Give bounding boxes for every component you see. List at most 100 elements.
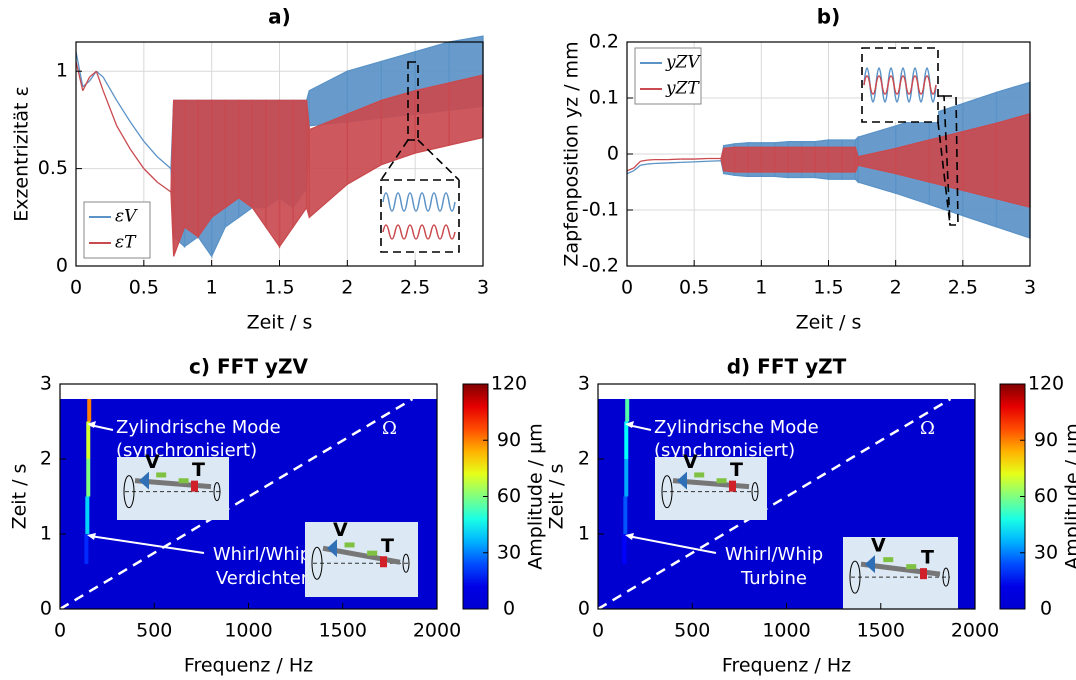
band-segment	[640, 163, 648, 166]
band-segment	[143, 168, 158, 183]
ridge-cell	[84, 534, 89, 564]
ridge-cell	[86, 421, 91, 459]
colorbar-tick-label: 90	[1034, 429, 1058, 451]
x-tick-label: 2	[341, 277, 353, 299]
zoom-connector	[380, 139, 460, 181]
inset-box	[861, 47, 939, 123]
band-segment	[774, 146, 789, 173]
x-tick-label: 3	[477, 277, 489, 299]
icon-compressor	[677, 471, 687, 490]
band-segment	[238, 99, 254, 209]
annotation: Whirl/Whip	[725, 544, 823, 565]
x-tick-label: 1	[206, 277, 218, 299]
rotor-icon: VT	[305, 519, 418, 597]
band-segment	[760, 146, 776, 173]
band-segment	[346, 99, 382, 186]
y-tick-label: 2	[40, 448, 52, 470]
band-segment	[183, 99, 199, 239]
legend-label: εV	[115, 207, 138, 227]
band-segment	[827, 146, 843, 173]
x-tick-label: 0.5	[679, 277, 709, 299]
band-segment	[633, 160, 641, 169]
icon-label-v: V	[145, 451, 160, 473]
colorbar-tick-label: 0	[503, 598, 515, 620]
band-segment	[211, 99, 226, 219]
omega-line	[59, 397, 414, 611]
icon-bearing	[661, 475, 673, 509]
colorbar-tick-label: 90	[497, 429, 521, 451]
icon-green	[178, 478, 189, 484]
chart-title: b)	[817, 5, 840, 29]
y-tick-label: 0.2	[589, 31, 619, 53]
icon-compressor	[865, 555, 875, 574]
y-tick-label: 0.5	[38, 157, 68, 179]
y-tick-label: 0	[56, 255, 68, 277]
band-segment	[173, 99, 186, 257]
icon-green	[367, 550, 378, 556]
y-tick-label: 0	[607, 143, 619, 165]
arrow-head	[625, 533, 634, 540]
zoom-box	[943, 95, 959, 226]
icon-green	[344, 542, 355, 548]
x-tick-label: 2000	[951, 620, 999, 642]
x-tick-label: 2000	[413, 620, 461, 642]
ridge-cell	[87, 399, 92, 422]
y-tick-label: -0.1	[582, 199, 619, 221]
icon-bearing	[849, 560, 861, 594]
band-segment	[653, 162, 668, 165]
x-tick-label: 1500	[857, 620, 905, 642]
x-tick-label: 0	[592, 620, 604, 642]
omega-label: Ω	[382, 418, 397, 439]
rotor-icon: VT	[843, 535, 958, 610]
colorbar-label: Amplitude / µm	[1062, 423, 1076, 569]
y-tick-label: 1	[40, 523, 52, 545]
x-tick-label: 1.5	[264, 277, 294, 299]
band-segment	[640, 159, 648, 162]
ridge-cell	[624, 459, 629, 497]
x-tick-label: 2.5	[400, 277, 430, 299]
icon-label-t: T	[730, 459, 743, 481]
band-segment	[680, 161, 695, 164]
y-axis-label: Zapfenposition yz / mm	[561, 41, 583, 266]
icon-box	[305, 522, 418, 597]
annotation: Whirl/Whip	[213, 544, 311, 565]
icon-green	[716, 478, 727, 484]
arrow	[89, 535, 205, 554]
band-segment	[116, 100, 131, 123]
colorbar-tick-label: 120	[1028, 373, 1064, 395]
arrow	[627, 535, 717, 554]
band-segment	[116, 125, 131, 150]
icon-turbine	[920, 568, 927, 580]
arrow-head	[87, 533, 96, 540]
icon-turbine	[191, 480, 198, 492]
band-segment	[962, 122, 998, 200]
icon-bearing	[942, 567, 950, 587]
x-tick-label: 1	[755, 277, 767, 299]
x-axis-label: Zeit / s	[247, 312, 313, 334]
band-segment	[633, 164, 641, 172]
icon-turbine	[380, 556, 387, 568]
band-segment	[265, 99, 281, 249]
omega-line	[597, 397, 952, 611]
inset-bg	[381, 180, 459, 252]
band-segment	[224, 99, 240, 209]
band-segment	[723, 146, 736, 173]
arrow-head	[87, 421, 96, 428]
icon-green	[156, 472, 167, 478]
y-tick-label: 0.1	[589, 87, 619, 109]
band-segment	[157, 181, 172, 193]
icon-bearing	[213, 482, 221, 502]
ridge-cell	[86, 459, 91, 497]
icon-label-t: T	[381, 535, 394, 557]
chart-title: c) FFT yZV	[189, 355, 308, 379]
icon-bearing	[123, 475, 135, 509]
colorbar-tick-label: 30	[1034, 541, 1058, 563]
legend-label: yZV	[665, 53, 701, 73]
band-segment	[143, 140, 158, 158]
x-tick-label: 0	[70, 277, 82, 299]
legend-label: εT	[115, 233, 137, 253]
ridge-cell	[85, 496, 90, 534]
